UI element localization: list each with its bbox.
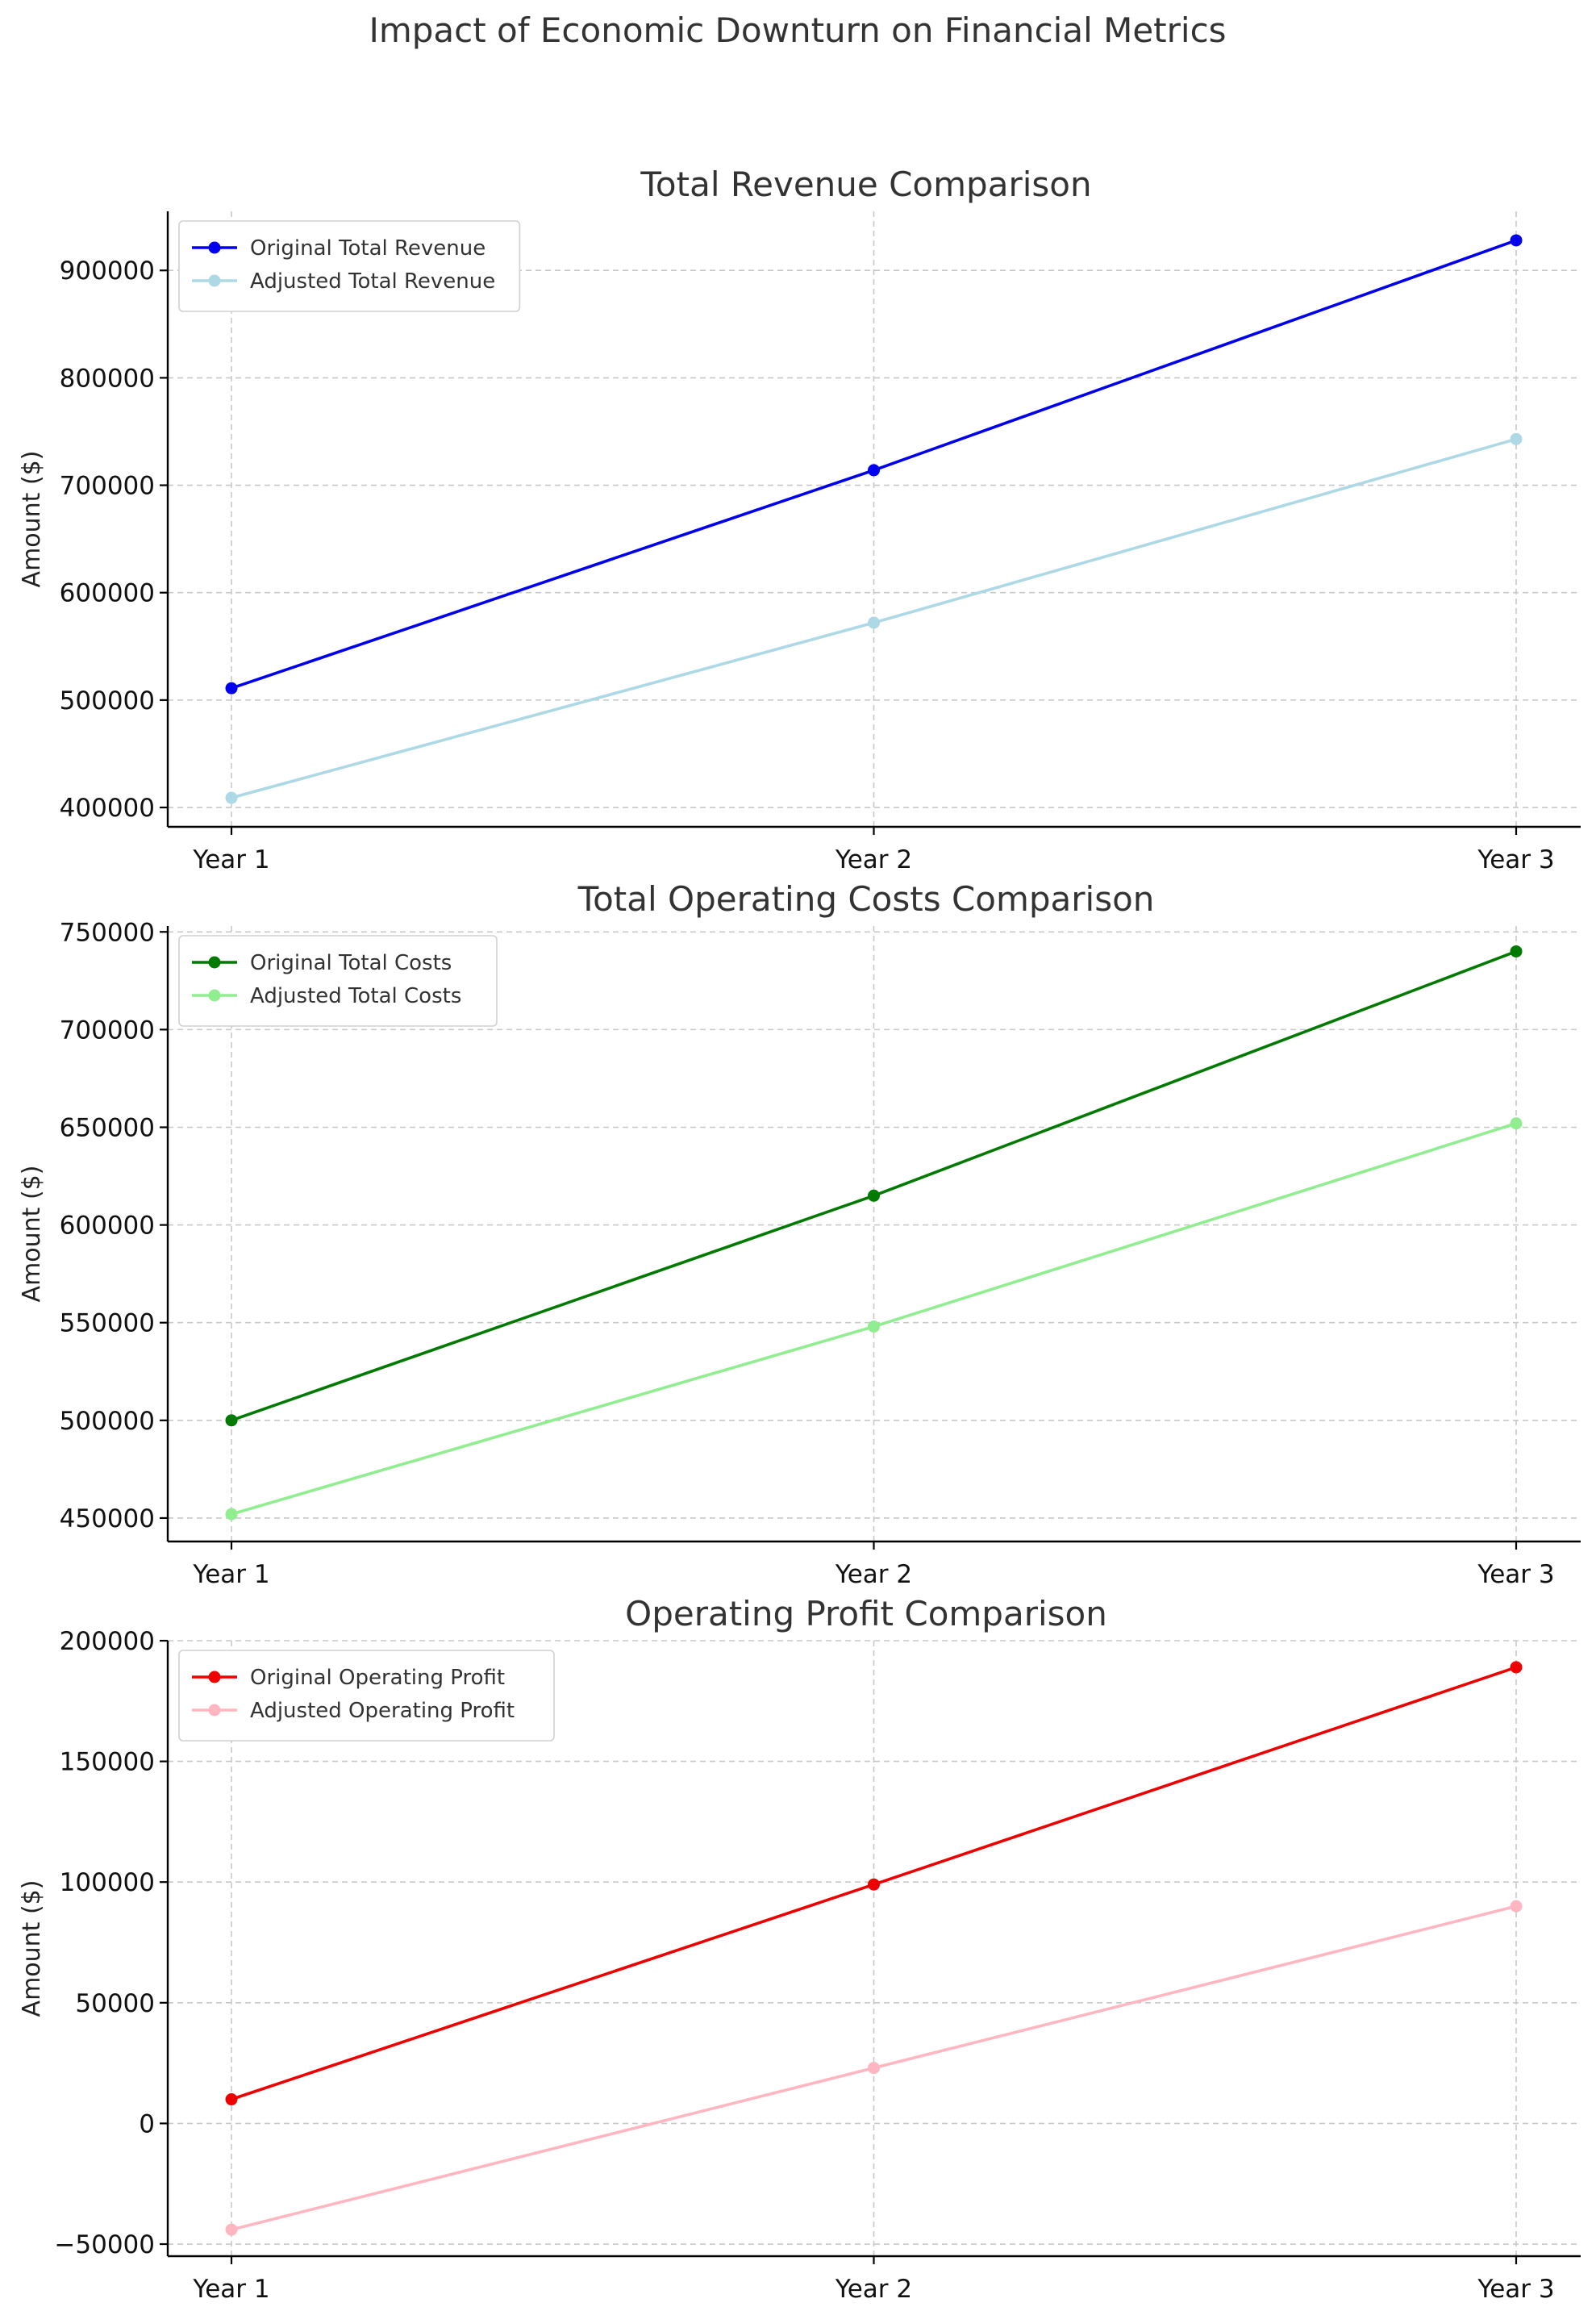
y-tick-label: 550000 <box>60 1309 155 1338</box>
y-axis-label: Amount ($) <box>18 451 46 588</box>
legend-swatch-marker <box>208 1671 221 1683</box>
series-adjusted-operating-profit <box>225 1900 1523 2236</box>
y-tick-label: 400000 <box>60 794 155 823</box>
series-original-total-costs <box>225 945 1523 1427</box>
y-tick-label: −50000 <box>54 2230 155 2259</box>
data-point <box>1510 234 1523 247</box>
legend-entry: Original Total Costs <box>192 951 452 975</box>
data-point <box>225 682 238 695</box>
y-tick-label: 600000 <box>60 579 155 608</box>
x-tick-label: Year 2 <box>835 2275 912 2304</box>
y-tick-label: 500000 <box>60 686 155 715</box>
y-tick-label: 500000 <box>60 1407 155 1436</box>
data-point <box>868 2062 880 2075</box>
data-point <box>1510 1900 1523 1913</box>
series-original-operating-profit <box>225 1661 1523 2106</box>
data-point <box>1510 1661 1523 1674</box>
legend-swatch-marker <box>208 274 221 287</box>
legend-swatch-marker <box>208 241 221 254</box>
legend-label: Original Total Costs <box>250 951 452 975</box>
legend-frame <box>178 1650 555 1742</box>
y-tick-label: 100000 <box>60 1868 155 1897</box>
data-point <box>225 1414 238 1427</box>
y-tick-label: 50000 <box>75 1989 155 2018</box>
data-point <box>868 1878 880 1891</box>
data-point <box>225 791 238 804</box>
subplot-3: −50000 0 50000 100000 150000 200000 Year 1 Year… <box>18 1594 1581 2304</box>
legend: Original Total Revenue Adjusted Total Rev… <box>178 220 521 312</box>
legend-swatch-marker <box>208 989 221 1002</box>
y-tick-label: 900000 <box>60 257 155 286</box>
legend-entry: Adjusted Total Revenue <box>192 269 495 294</box>
data-point <box>868 1189 880 1202</box>
y-axis-label: Amount ($) <box>18 1166 46 1303</box>
y-tick-label: 200000 <box>60 1627 155 1656</box>
data-point <box>1510 1117 1523 1130</box>
y-tick-label: 0 <box>139 2109 155 2138</box>
subplot-title: Operating Profit Comparison <box>625 1594 1107 1633</box>
x-tick-label: Year 2 <box>835 1560 912 1589</box>
legend-frame <box>178 220 521 312</box>
x-tick-label: Year 1 <box>192 1560 269 1589</box>
data-point <box>1510 432 1523 445</box>
legend-label: Adjusted Total Costs <box>250 984 461 1008</box>
y-tick-label: 150000 <box>60 1748 155 1777</box>
legend-label: Adjusted Operating Profit <box>250 1699 515 1723</box>
legend-entry: Adjusted Total Costs <box>192 984 461 1008</box>
y-tick-label: 800000 <box>60 364 155 393</box>
data-point <box>868 616 880 629</box>
y-axis-label: Amount ($) <box>18 1880 46 2017</box>
legend-label: Adjusted Total Revenue <box>250 269 495 294</box>
legend-swatch-marker <box>208 1704 221 1717</box>
legend: Original Total Costs Adjusted Total Costs <box>178 935 498 1027</box>
y-tick-label: 700000 <box>60 472 155 501</box>
legend-label: Original Operating Profit <box>250 1666 505 1690</box>
data-point <box>225 1508 238 1521</box>
y-tick-label: 450000 <box>60 1504 155 1533</box>
subplots: 400000500000600000700000800000900000Year… <box>18 165 1581 2304</box>
data-point <box>225 2093 238 2106</box>
x-tick-label: Year 3 <box>1477 845 1554 874</box>
legend-entry: Original Operating Profit <box>192 1666 505 1690</box>
x-tick-label: Year 1 <box>192 2275 269 2304</box>
data-point <box>1510 945 1523 957</box>
series-adjusted-total-costs <box>225 1117 1523 1521</box>
data-point <box>225 2223 238 2236</box>
y-tick-label: 750000 <box>60 918 155 947</box>
x-tick-label: Year 3 <box>1477 1560 1554 1589</box>
data-point <box>868 464 880 477</box>
legend: Original Operating Profit Adjusted Operat… <box>178 1650 555 1742</box>
legend-swatch-marker <box>208 956 221 969</box>
series-adjusted-total-revenue <box>225 432 1523 804</box>
series-original-total-revenue <box>225 234 1523 695</box>
subplot-title: Total Revenue Comparison <box>640 165 1091 204</box>
data-point <box>868 1320 880 1333</box>
y-tick-label: 700000 <box>60 1016 155 1045</box>
y-tick-label: 650000 <box>60 1113 155 1142</box>
x-tick-label: Year 3 <box>1477 2275 1554 2304</box>
x-tick-label: Year 2 <box>835 845 912 874</box>
legend-entry: Adjusted Operating Profit <box>192 1699 515 1723</box>
legend-label: Original Total Revenue <box>250 236 485 261</box>
y-tick-label: 600000 <box>60 1212 155 1241</box>
subplot-2: 450000 500000 550000 600000 650000 700000 7500… <box>18 879 1581 1589</box>
legend-frame <box>178 935 498 1027</box>
figure-title: Impact of Economic Downturn on Financial… <box>369 10 1226 50</box>
legend-entry: Original Total Revenue <box>192 236 485 261</box>
subplot-title: Total Operating Costs Comparison <box>577 879 1155 919</box>
subplot-1: 400000 500000 600000 700000 800000 900000 Year… <box>18 165 1581 874</box>
x-tick-label: Year 1 <box>192 845 269 874</box>
